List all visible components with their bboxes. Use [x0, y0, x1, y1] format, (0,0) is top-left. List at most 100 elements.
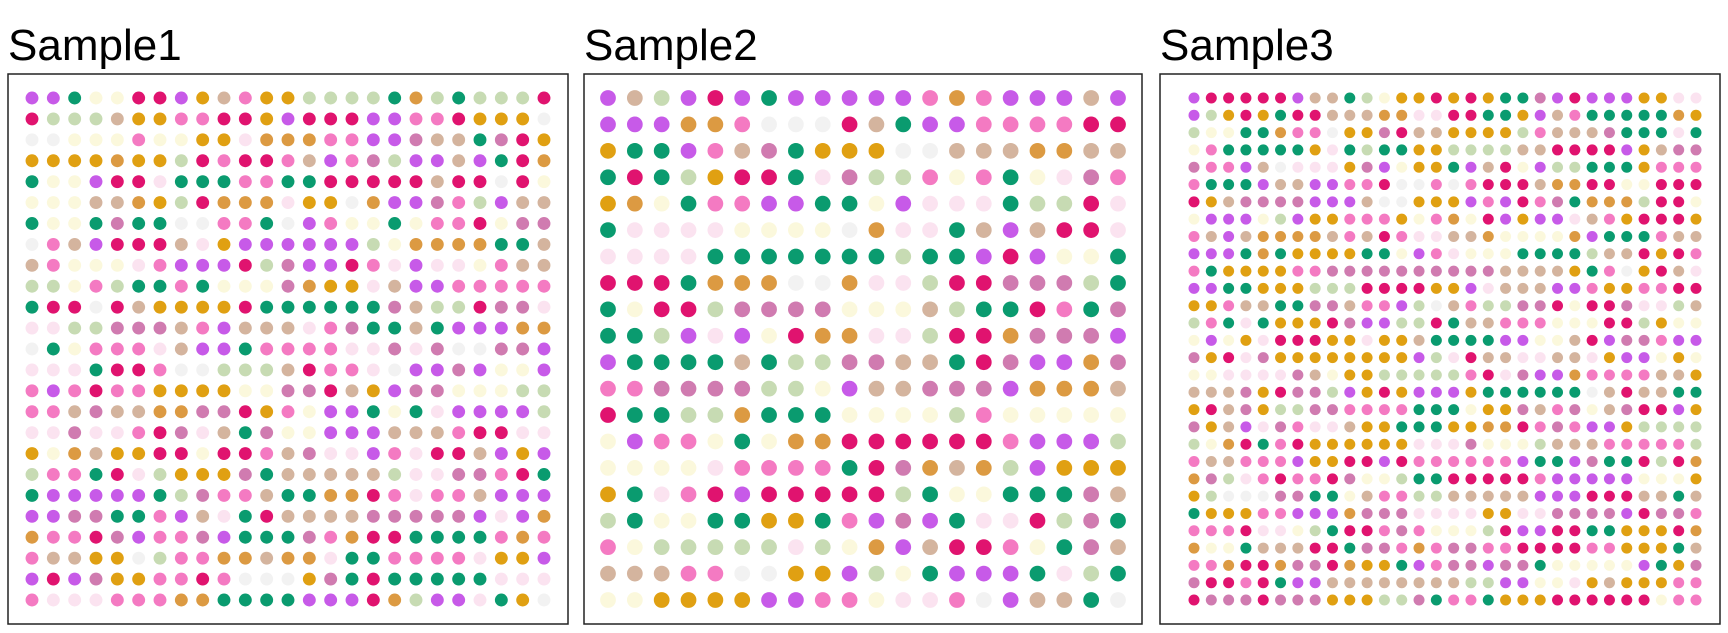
data-point [1603, 248, 1615, 260]
data-point [1326, 594, 1338, 606]
data-point [345, 572, 359, 586]
data-point [217, 91, 231, 105]
data-point [430, 363, 444, 377]
data-point [1326, 317, 1338, 329]
data-point [1586, 213, 1598, 225]
data-point [494, 279, 508, 293]
data-point [653, 275, 670, 291]
data-point [217, 112, 231, 126]
data-point [1603, 196, 1615, 208]
data-point [238, 593, 252, 607]
data-point [1655, 127, 1667, 139]
data-point [1083, 116, 1100, 133]
data-point [1517, 109, 1529, 121]
data-point [1309, 213, 1321, 225]
data-point [1326, 525, 1338, 537]
data-point [1673, 594, 1685, 606]
data-point [1240, 577, 1252, 589]
data-point [174, 572, 188, 586]
data-point [89, 384, 103, 398]
data-point [1621, 144, 1633, 156]
data-point [1448, 456, 1460, 468]
data-point [1056, 460, 1073, 476]
data-point [922, 169, 938, 186]
data-point [1690, 230, 1702, 242]
data-point [1309, 109, 1321, 121]
data-point [1326, 265, 1338, 277]
data-point [1465, 334, 1477, 346]
data-point [975, 327, 992, 344]
data-point [1029, 565, 1046, 582]
data-point [626, 116, 643, 133]
data-point [345, 363, 359, 377]
data-point [1465, 490, 1477, 502]
data-point [345, 133, 359, 147]
data-point [452, 384, 466, 398]
data-point [196, 217, 210, 230]
data-point [868, 275, 885, 291]
data-point [1309, 577, 1321, 589]
data-point [680, 301, 697, 318]
data-point [302, 321, 316, 335]
data-point [1361, 404, 1373, 416]
data-point [1655, 369, 1667, 381]
data-point [1517, 317, 1529, 329]
data-point [1517, 300, 1529, 312]
data-point [1552, 300, 1564, 312]
data-point [494, 551, 508, 565]
data-point [1205, 352, 1217, 364]
data-point [1430, 456, 1442, 468]
data-point [1240, 265, 1252, 277]
data-point [895, 275, 912, 291]
data-point [46, 342, 60, 356]
data-point [1275, 473, 1287, 485]
data-point [1655, 282, 1667, 294]
data-point [1083, 592, 1100, 608]
data-point [895, 539, 912, 556]
data-point [1569, 421, 1581, 433]
data-point [409, 300, 423, 314]
data-point [949, 460, 965, 476]
data-point [1621, 507, 1633, 519]
data-point [217, 154, 231, 168]
data-point [895, 354, 912, 371]
data-point [1188, 473, 1200, 485]
data-point [680, 512, 697, 529]
data-point [260, 488, 274, 502]
data-point [868, 592, 885, 608]
data-point [1205, 179, 1217, 191]
data-point [1517, 179, 1529, 191]
data-point [1361, 127, 1373, 139]
data-point [1292, 352, 1304, 364]
data-point [734, 142, 751, 159]
data-point [196, 468, 210, 481]
data-point [1002, 301, 1019, 318]
data-point [388, 551, 402, 565]
data-point [949, 90, 965, 106]
data-point [1690, 490, 1702, 502]
data-point [600, 460, 616, 476]
data-point [281, 530, 295, 544]
data-point [1361, 369, 1373, 381]
data-point [537, 321, 551, 335]
data-point [1361, 300, 1373, 312]
data-point [734, 354, 751, 371]
data-point [153, 279, 167, 293]
data-point [25, 426, 39, 440]
data-point [345, 279, 359, 293]
data-point [1552, 161, 1564, 173]
data-point [260, 530, 274, 544]
data-point [1448, 144, 1460, 156]
data-point [1240, 369, 1252, 381]
data-point [1257, 438, 1269, 450]
data-point [1413, 300, 1425, 312]
data-point [409, 112, 423, 126]
data-point [260, 133, 274, 147]
data-point [1223, 404, 1235, 416]
data-point [1465, 196, 1477, 208]
data-point [1002, 195, 1019, 212]
data-point [281, 133, 295, 147]
data-point [324, 279, 338, 293]
data-point [1361, 92, 1373, 104]
data-point [1223, 386, 1235, 398]
